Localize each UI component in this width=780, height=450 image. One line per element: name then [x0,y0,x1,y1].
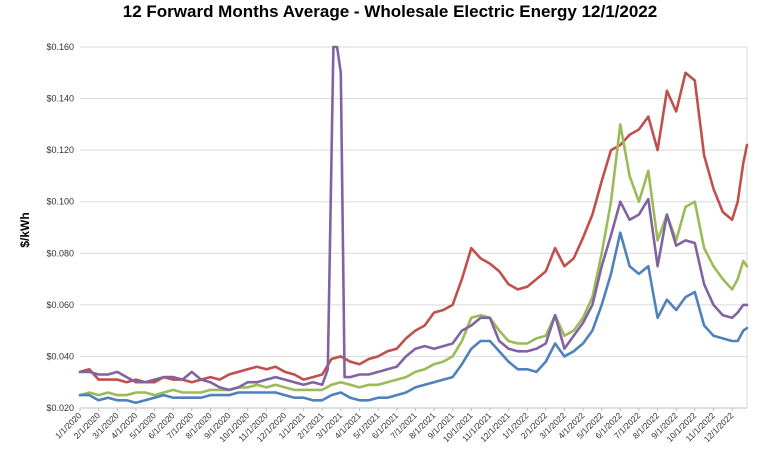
gridlines [80,46,747,409]
series-lines [78,45,749,405]
series-line-1 [78,71,749,384]
y-tick-label: $0.100 [46,197,74,207]
axes [79,47,748,411]
y-tick-labels: $0.020 $0.040 $0.060 $0.080 $0.100 $0.120 $0.1… [46,42,74,413]
x-tick-labels: 1/1/20202/1/20203/1/20204/1/20205/1/2020… [53,410,736,444]
y-tick-label: $0.140 [46,94,74,104]
y-tick-label: $0.080 [46,248,74,258]
series-line-3 [78,45,749,392]
y-tick-label: $0.040 [46,351,74,361]
y-tick-label: $0.020 [46,403,74,413]
y-tick-label: $0.060 [46,300,74,310]
series-line-2 [78,123,749,397]
series-line-4 [78,231,749,405]
y-tick-label: $0.120 [46,145,74,155]
y-tick-label: $0.160 [46,42,74,52]
chart-title: 12 Forward Months Average - Wholesale El… [122,2,658,21]
